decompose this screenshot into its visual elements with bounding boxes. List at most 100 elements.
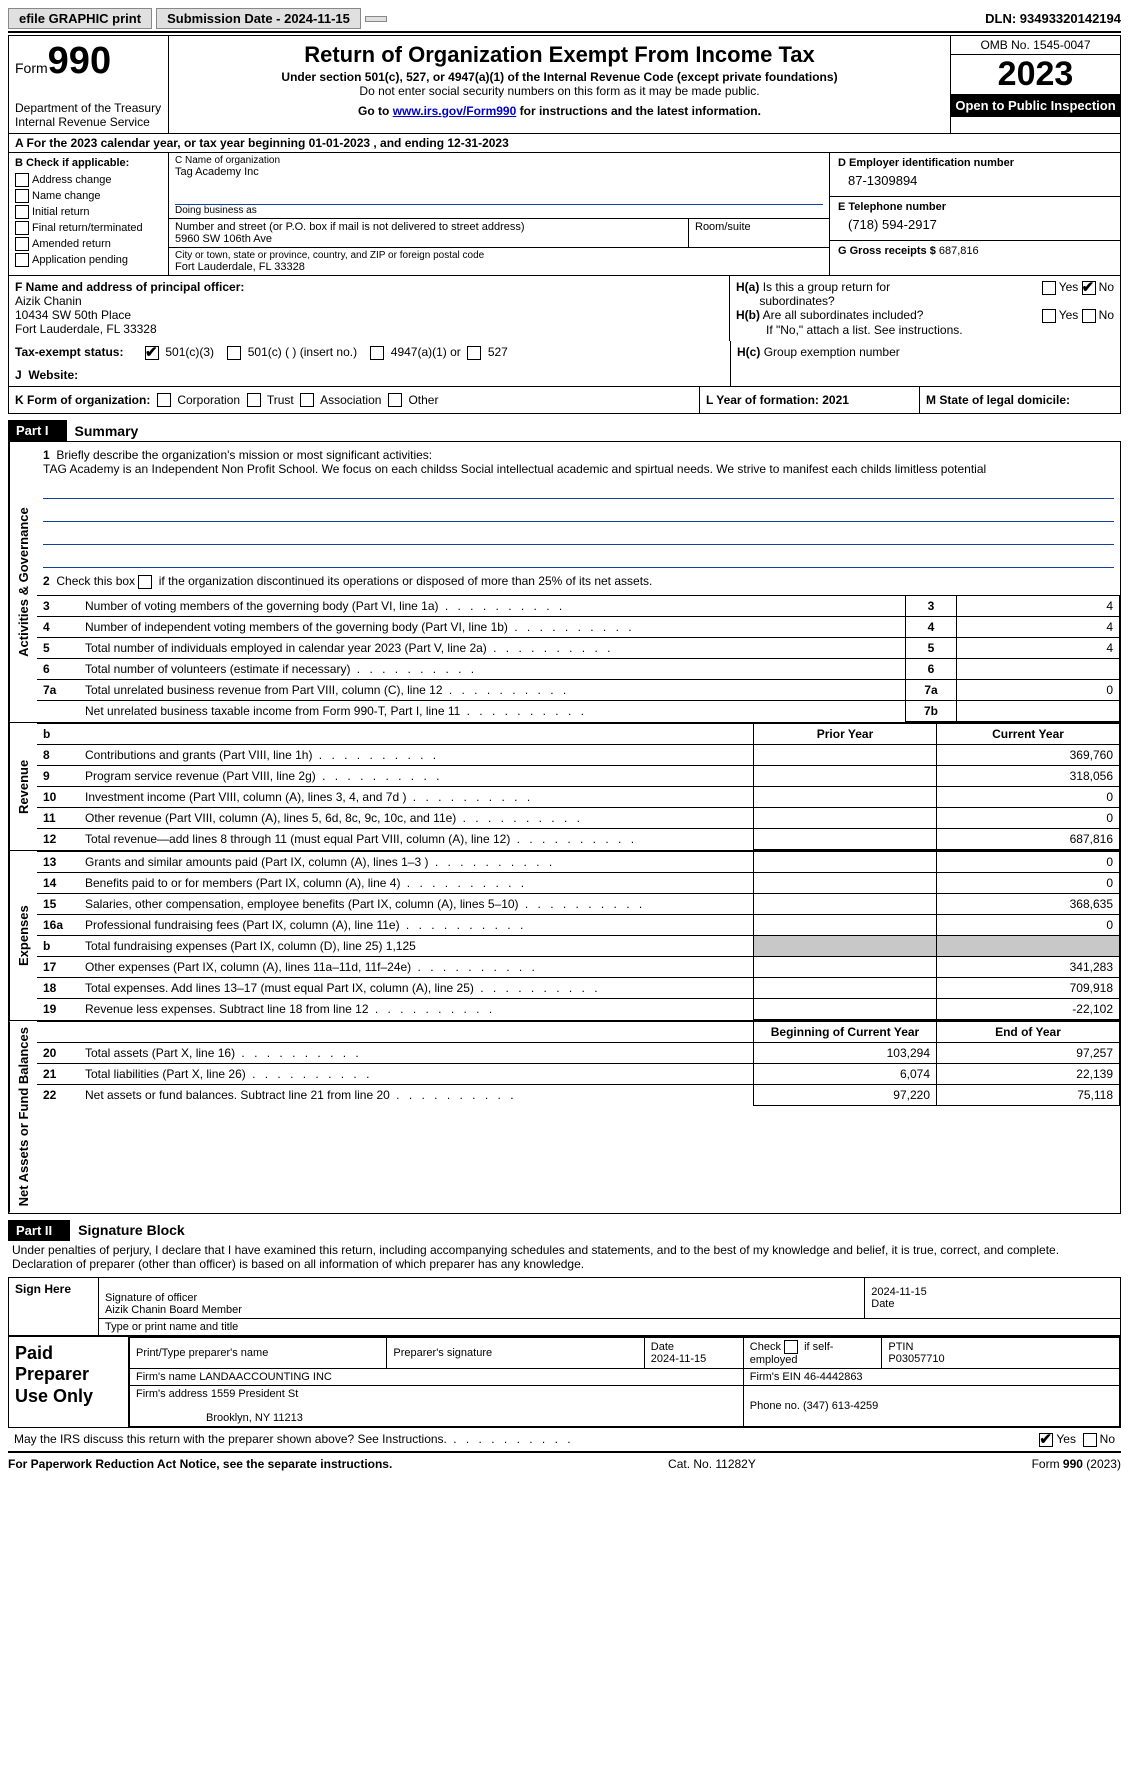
side-revenue: Revenue bbox=[9, 723, 37, 850]
chk-initial-return[interactable]: Initial return bbox=[15, 205, 162, 219]
firm-name-cell: Firm's name LANDAACCOUNTING INC bbox=[130, 1368, 744, 1385]
street-cell: Number and street (or P.O. box if mail i… bbox=[169, 219, 689, 248]
501c-box[interactable] bbox=[227, 346, 241, 360]
tel-value: (718) 594-2917 bbox=[838, 213, 1112, 236]
prep-name-hdr: Print/Type preparer's name bbox=[130, 1337, 387, 1368]
ha-text2: subordinates? bbox=[759, 294, 834, 308]
city-caption: City or town, state or province, country… bbox=[175, 250, 823, 261]
chk-address-change[interactable]: Address change bbox=[15, 173, 162, 187]
self-employed-box[interactable] bbox=[784, 1340, 798, 1354]
ein-cell: D Employer identification number 87-1309… bbox=[830, 153, 1120, 197]
box-b: B Check if applicable: Address change Na… bbox=[9, 153, 169, 275]
part1-title: Summary bbox=[67, 423, 139, 439]
part2-header: Part II Signature Block bbox=[8, 1220, 1121, 1241]
table-row: 13Grants and similar amounts paid (Part … bbox=[37, 852, 1120, 873]
ein-caption: D Employer identification number bbox=[838, 157, 1112, 169]
part1-header: Part I Summary bbox=[8, 420, 1121, 441]
table-row: 21Total liabilities (Part X, line 26)6,0… bbox=[37, 1064, 1120, 1085]
officer-name: Aizik Chanin bbox=[15, 294, 723, 308]
officer-addr2: Fort Lauderdale, FL 33328 bbox=[15, 322, 723, 336]
discuss-yesno: Yes No bbox=[1039, 1432, 1115, 1447]
chk-name-change[interactable]: Name change bbox=[15, 189, 162, 203]
prep-date-cell: Date2024-11-15 bbox=[644, 1337, 743, 1368]
box-k: K Form of organization: Corporation Trus… bbox=[9, 387, 700, 414]
hb-note: If "No," attach a list. See instructions… bbox=[736, 323, 1114, 337]
hb-yes-box[interactable] bbox=[1042, 309, 1056, 323]
sig-caption: Signature of officer bbox=[105, 1292, 197, 1304]
sig-date-caption: Date bbox=[871, 1298, 894, 1310]
mission-rule bbox=[43, 551, 1114, 568]
goto-suffix: for instructions and the latest informat… bbox=[516, 104, 761, 118]
goto-line: Go to www.irs.gov/Form990 for instructio… bbox=[177, 104, 942, 118]
firm-addr-cell: Firm's address 1559 President StBrooklyn… bbox=[130, 1385, 744, 1426]
header-left: Form990 Department of the Treasury Inter… bbox=[9, 36, 169, 133]
hb-text: Are all subordinates included? bbox=[763, 308, 924, 322]
ha-text1: Is this a group return for bbox=[763, 280, 890, 294]
line1-text: Briefly describe the organization's miss… bbox=[56, 448, 432, 462]
side-governance: Activities & Governance bbox=[9, 442, 37, 722]
501c3-box[interactable] bbox=[145, 346, 159, 360]
table-row: 15Salaries, other compensation, employee… bbox=[37, 894, 1120, 915]
paid-preparer-block: Paid Preparer Use Only Print/Type prepar… bbox=[8, 1336, 1121, 1428]
form-number: 990 bbox=[48, 40, 111, 82]
table-row: 22Net assets or fund balances. Subtract … bbox=[37, 1085, 1120, 1106]
line2-block: 2 Check this box if the organization dis… bbox=[37, 574, 1120, 595]
ha-yes-box[interactable] bbox=[1042, 281, 1056, 295]
box-b-title: B Check if applicable: bbox=[15, 157, 162, 169]
line2-box[interactable] bbox=[138, 575, 152, 589]
table-row: 9Program service revenue (Part VIII, lin… bbox=[37, 766, 1120, 787]
row-i: Tax-exempt status: 501(c)(3) 501(c) ( ) … bbox=[8, 341, 1121, 364]
k-corp-box[interactable] bbox=[157, 393, 171, 407]
table-row: 18Total expenses. Add lines 13–17 (must … bbox=[37, 978, 1120, 999]
row-f-h: F Name and address of principal officer:… bbox=[8, 275, 1121, 341]
discuss-no-box[interactable] bbox=[1083, 1433, 1097, 1447]
gross-caption: G Gross receipts $ bbox=[838, 245, 939, 257]
table-row: Net unrelated business taxable income fr… bbox=[37, 701, 1120, 722]
sig-officer-name: Aizik Chanin Board Member bbox=[105, 1304, 242, 1316]
discuss-text: May the IRS discuss this return with the… bbox=[14, 1432, 447, 1446]
hc-cell: H(c) Group exemption number bbox=[730, 341, 1120, 364]
section-net-assets: Net Assets or Fund Balances Beginning of… bbox=[8, 1021, 1121, 1213]
sign-table: Signature of officer Aizik Chanin Board … bbox=[99, 1278, 1120, 1335]
firm-phone-cell: Phone no. (347) 613-4259 bbox=[743, 1385, 1119, 1426]
table-row: 6Total number of volunteers (estimate if… bbox=[37, 659, 1120, 680]
hb-no-box[interactable] bbox=[1082, 309, 1096, 323]
chk-amended-return[interactable]: Amended return bbox=[15, 237, 162, 251]
chk-final-return[interactable]: Final return/terminated bbox=[15, 221, 162, 235]
k-assoc-box[interactable] bbox=[300, 393, 314, 407]
ha-no-box[interactable] bbox=[1082, 281, 1096, 295]
org-name-cell: C Name of organization Tag Academy Inc D… bbox=[169, 153, 829, 219]
top-bar: efile GRAPHIC print Submission Date - 20… bbox=[8, 8, 1121, 29]
527-box[interactable] bbox=[467, 346, 481, 360]
4947-box[interactable] bbox=[370, 346, 384, 360]
form-title: Return of Organization Exempt From Incom… bbox=[177, 42, 942, 68]
identity-grid: B Check if applicable: Address change Na… bbox=[8, 153, 1121, 275]
chk-application-pending[interactable]: Application pending bbox=[15, 253, 162, 267]
website-label: J Website: bbox=[9, 364, 139, 386]
k-other-box[interactable] bbox=[388, 393, 402, 407]
sig-cell: Signature of officer Aizik Chanin Board … bbox=[99, 1278, 865, 1319]
city-cell: City or town, state or province, country… bbox=[169, 248, 829, 275]
k-trust-box[interactable] bbox=[247, 393, 261, 407]
org-name-caption: C Name of organization bbox=[175, 155, 823, 166]
irs-link[interactable]: www.irs.gov/Form990 bbox=[393, 104, 517, 118]
mission-text: TAG Academy is an Independent Non Profit… bbox=[43, 462, 986, 476]
blank-button[interactable] bbox=[365, 16, 387, 22]
tax-exempt-label: Tax-exempt status: bbox=[9, 341, 139, 364]
box-f: F Name and address of principal officer:… bbox=[9, 276, 730, 341]
rev-table: bPrior YearCurrent Year8Contributions an… bbox=[37, 723, 1120, 850]
discuss-yes-box[interactable] bbox=[1039, 1433, 1053, 1447]
section-expenses: Expenses 13Grants and similar amounts pa… bbox=[8, 851, 1121, 1021]
firm-ein-cell: Firm's EIN 46-4442863 bbox=[743, 1368, 1119, 1385]
submission-date-button[interactable]: Submission Date - 2024-11-15 bbox=[156, 8, 361, 29]
hb-label: H(b) bbox=[736, 308, 760, 322]
mission-rule bbox=[43, 505, 1114, 522]
dln-label: DLN: 93493320142194 bbox=[985, 11, 1121, 26]
box-d-g: D Employer identification number 87-1309… bbox=[830, 153, 1120, 275]
table-row: 11Other revenue (Part VIII, column (A), … bbox=[37, 808, 1120, 829]
efile-button[interactable]: efile GRAPHIC print bbox=[8, 8, 152, 29]
table-row: 16aProfessional fundraising fees (Part I… bbox=[37, 915, 1120, 936]
ssn-warning: Do not enter social security numbers on … bbox=[177, 84, 942, 98]
form-word: Form bbox=[15, 60, 48, 76]
open-inspection: Open to Public Inspection bbox=[951, 94, 1120, 117]
